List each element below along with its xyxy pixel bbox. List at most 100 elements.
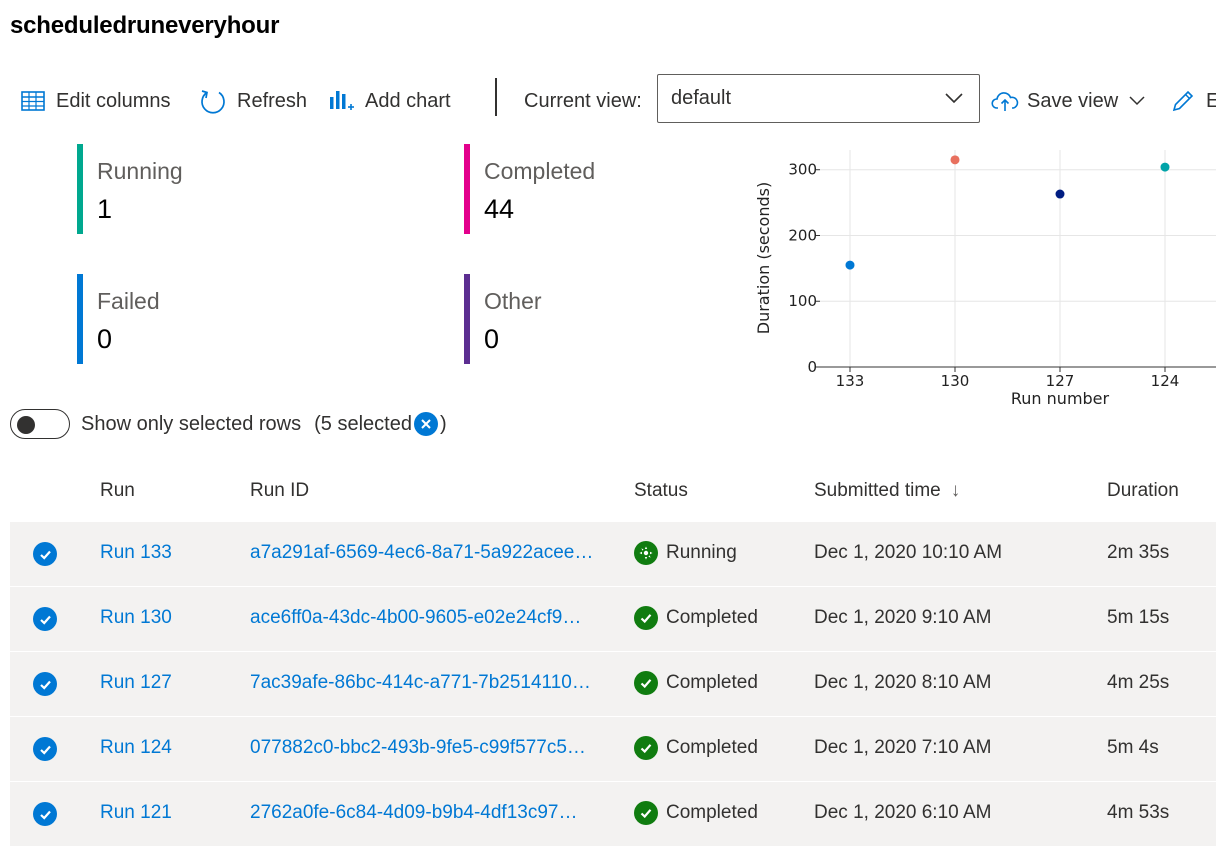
stat-running: Running 1 <box>77 144 377 234</box>
refresh-icon <box>201 90 225 114</box>
run-id-link[interactable]: ace6ff0a-43dc-4b00-9605-e02e24cf9… <box>250 607 582 628</box>
run-status: Completed <box>634 801 758 825</box>
run-duration: 5m 4s <box>1107 737 1159 758</box>
run-status: Running <box>634 541 737 565</box>
run-status-label: Completed <box>666 802 758 823</box>
save-view-label: Save view <box>1027 89 1119 112</box>
stat-failed-label: Failed <box>97 288 160 314</box>
completed-status-icon <box>634 606 658 630</box>
run-link[interactable]: Run 121 <box>100 802 172 823</box>
add-chart-label: Add chart <box>365 89 451 112</box>
edit-button[interactable]: E <box>1170 86 1216 116</box>
run-status-label: Running <box>666 542 737 563</box>
checkmark-icon <box>640 614 652 624</box>
table-row[interactable]: Run 127 7ac39afe-86bc-414c-a771-7b2514110… <box>10 652 1216 717</box>
column-header-submitted-time[interactable]: Submitted time ↓ <box>814 480 960 502</box>
chevron-down-icon <box>945 93 963 104</box>
runs-table-body: Run 133 a7a291af-6569-4ec6-8a71-5a922acee… <box>10 522 1216 847</box>
table-row[interactable]: Run 133 a7a291af-6569-4ec6-8a71-5a922acee… <box>10 522 1216 587</box>
toolbar: Edit columns Refresh Add chart Current v… <box>0 72 1216 130</box>
x-tick-label: 124 <box>1151 372 1180 390</box>
stat-running-label: Running <box>97 158 183 184</box>
stat-failed-count: 0 <box>97 324 113 354</box>
row-select-checkbox[interactable] <box>33 737 57 761</box>
checkmark-icon <box>39 680 51 690</box>
stat-running-bar <box>77 144 83 234</box>
add-chart-button[interactable]: Add chart <box>327 86 451 116</box>
stat-failed: Failed 0 <box>77 274 377 364</box>
cloud-upload-icon <box>991 92 1019 111</box>
running-icon <box>639 546 653 560</box>
row-select-checkbox[interactable] <box>33 672 57 696</box>
y-tick-label: 200 <box>788 226 817 244</box>
column-header-run-id[interactable]: Run ID <box>250 480 310 501</box>
run-id-link[interactable]: 077882c0-bbc2-493b-9fe5-c99f577c5… <box>250 737 586 758</box>
x-tick-label: 130 <box>941 372 970 390</box>
selected-rows-filter: Show only selected rows (5 selected ) <box>10 408 447 440</box>
checkmark-icon <box>640 679 652 689</box>
run-status-label: Completed <box>666 607 758 628</box>
y-axis-title: Duration (seconds) <box>754 182 773 334</box>
run-id-link[interactable]: a7a291af-6569-4ec6-8a71-5a922acee… <box>250 542 594 563</box>
show-selected-toggle[interactable] <box>10 409 70 439</box>
table-row[interactable]: Run 121 2762a0fe-6c84-4d09-b9b4-4df13c97…… <box>10 782 1216 847</box>
y-tick-label: 300 <box>788 161 817 179</box>
close-icon <box>421 419 431 429</box>
duration-chart: 0 100 200 300 133 130 127 124 Run number Duration… <box>745 140 1216 412</box>
current-view-label: Current view: <box>524 90 642 112</box>
checkmark-icon <box>39 550 51 560</box>
x-tick-label: 133 <box>836 372 865 390</box>
run-link[interactable]: Run 130 <box>100 607 172 628</box>
y-tick-label: 100 <box>788 292 817 310</box>
edit-columns-button[interactable]: Edit columns <box>20 86 171 116</box>
row-select-checkbox[interactable] <box>33 802 57 826</box>
submitted-time: Dec 1, 2020 7:10 AM <box>814 737 992 758</box>
toggle-knob <box>17 416 35 434</box>
add-chart-icon <box>330 91 354 110</box>
clear-selection-button[interactable] <box>413 412 438 436</box>
checkmark-icon <box>39 745 51 755</box>
run-status-label: Completed <box>666 737 758 758</box>
column-header-run[interactable]: Run <box>100 480 135 501</box>
stat-completed-label: Completed <box>484 158 596 184</box>
save-view-button[interactable]: Save view <box>991 86 1146 116</box>
run-id-link[interactable]: 2762a0fe-6c84-4d09-b9b4-4df13c97… <box>250 802 578 823</box>
stat-other-label: Other <box>484 288 542 314</box>
completed-status-icon <box>634 801 658 825</box>
data-point <box>845 260 855 270</box>
run-id-link[interactable]: 7ac39afe-86bc-414c-a771-7b2514110… <box>250 672 591 693</box>
run-duration: 4m 53s <box>1107 802 1170 823</box>
table-row[interactable]: Run 130 ace6ff0a-43dc-4b00-9605-e02e24cf9… <box>10 587 1216 652</box>
pencil-icon <box>1172 90 1194 112</box>
table-header: Run Run ID Status Submitted time ↓ Durati… <box>10 462 1216 520</box>
row-select-checkbox[interactable] <box>33 542 57 566</box>
checkmark-icon <box>640 744 652 754</box>
refresh-button[interactable]: Refresh <box>199 86 307 116</box>
current-view-dropdown[interactable]: default <box>657 74 980 123</box>
chevron-down-icon <box>1129 96 1145 106</box>
submitted-time: Dec 1, 2020 6:10 AM <box>814 802 992 823</box>
run-status-label: Completed <box>666 672 758 693</box>
x-axis-title: Run number <box>1011 389 1110 408</box>
submitted-time: Dec 1, 2020 9:10 AM <box>814 607 992 628</box>
selected-count-text: (5 selected <box>314 412 412 435</box>
data-point <box>1160 162 1170 172</box>
table-row[interactable]: Run 124 077882c0-bbc2-493b-9fe5-c99f577c5… <box>10 717 1216 782</box>
duration-scatter-chart: 0 100 200 300 133 130 127 124 Run number Duration… <box>754 150 1216 408</box>
run-link[interactable]: Run 133 <box>100 542 172 563</box>
run-status: Completed <box>634 736 758 760</box>
toggle-label: Show only selected rows <box>81 412 302 435</box>
selected-count: (5 selected ) <box>314 412 447 436</box>
run-link[interactable]: Run 124 <box>100 737 172 758</box>
row-select-checkbox[interactable] <box>33 607 57 631</box>
checkmark-icon <box>640 809 652 819</box>
run-link[interactable]: Run 127 <box>100 672 172 693</box>
y-tick-label: 0 <box>807 358 817 376</box>
run-status: Completed <box>634 671 758 695</box>
run-status: Completed <box>634 606 758 630</box>
run-duration: 2m 35s <box>1107 542 1170 563</box>
toolbar-divider <box>495 78 497 116</box>
column-header-duration[interactable]: Duration <box>1107 480 1179 501</box>
stat-completed-bar <box>464 144 470 234</box>
column-header-status[interactable]: Status <box>634 480 688 501</box>
